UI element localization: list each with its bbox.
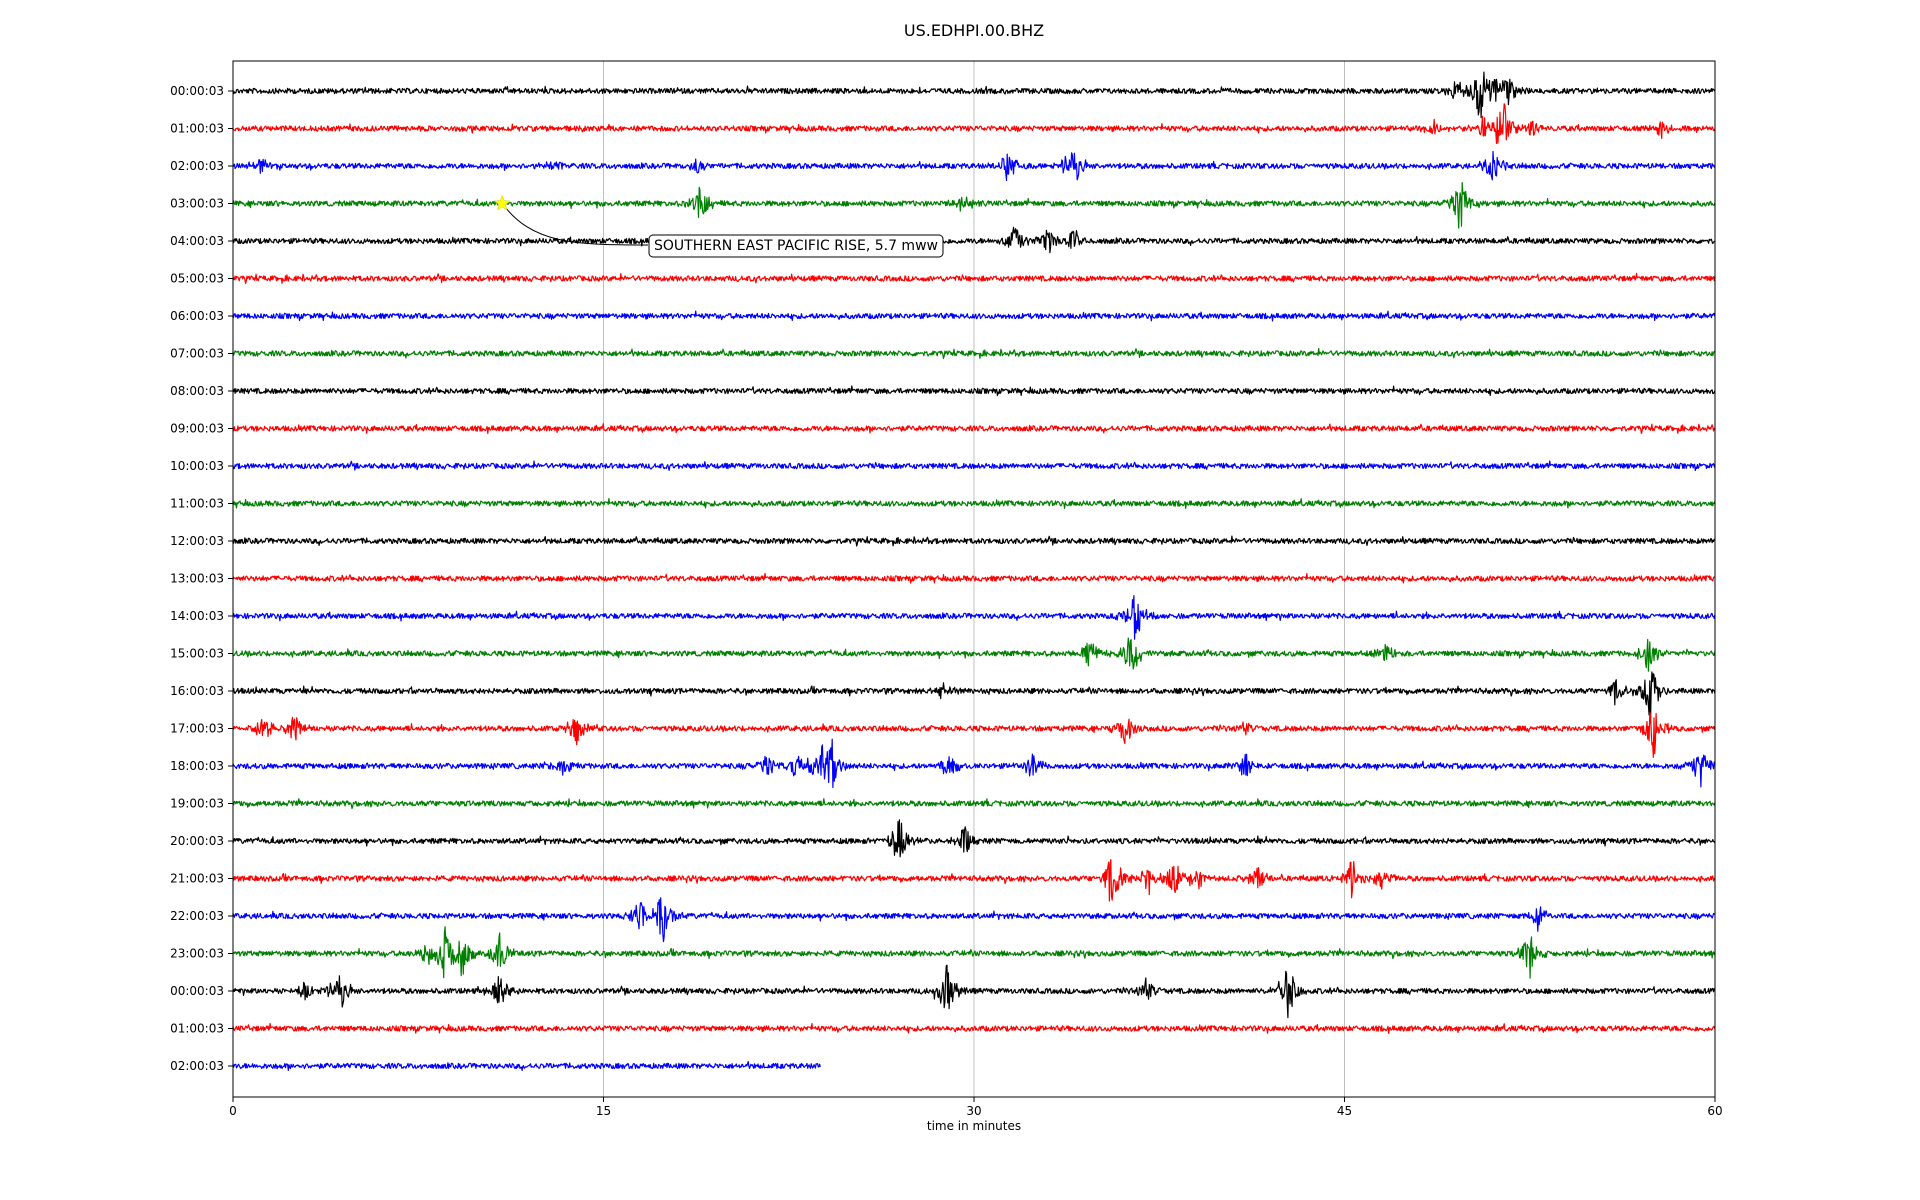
seismic-trace <box>232 859 1716 902</box>
x-axis-label: time in minutes <box>927 1119 1021 1133</box>
row-time-label: 02:00:03 <box>170 159 224 173</box>
annotation-layer: SOUTHERN EAST PACIFIC RISE, 5.7 mww <box>493 194 944 258</box>
x-tick-layer: 0 15 30 45 60 <box>229 1097 1723 1118</box>
x-tick-label: 15 <box>596 1104 611 1118</box>
x-tick-label: 60 <box>1707 1104 1722 1118</box>
seismic-trace <box>232 637 1716 672</box>
seismic-trace <box>232 572 1716 584</box>
row-time-label: 02:00:03 <box>170 1059 224 1073</box>
seismic-trace <box>232 272 1716 285</box>
seismic-trace <box>232 226 1716 254</box>
event-star-marker <box>493 194 511 211</box>
row-time-label: 21:00:03 <box>170 872 224 886</box>
seismic-trace <box>232 819 1716 858</box>
x-tick-label: 30 <box>966 1104 981 1118</box>
y-tick-layer: 00:00:03 01:00:03 02:00:03 03:00:03 04:00:03… <box>170 84 233 1073</box>
row-time-label: 18:00:03 <box>170 759 224 773</box>
seismic-trace <box>232 738 1716 789</box>
event-annotation-label: SOUTHERN EAST PACIFIC RISE, 5.7 mww <box>654 238 938 254</box>
row-time-label: 22:00:03 <box>170 909 224 923</box>
chart-title: US.EDHPI.00.BHZ <box>904 21 1044 40</box>
seismic-trace <box>232 964 1716 1019</box>
seismic-trace <box>232 182 1716 229</box>
row-time-label: 11:00:03 <box>170 497 224 511</box>
seismic-trace <box>232 1022 1716 1034</box>
seismic-trace <box>232 385 1716 397</box>
row-time-label: 07:00:03 <box>170 347 224 361</box>
seismic-trace <box>232 498 1716 509</box>
row-time-label: 01:00:03 <box>170 122 224 136</box>
seismic-trace <box>232 423 1716 435</box>
row-time-label: 14:00:03 <box>170 609 224 623</box>
row-time-label: 04:00:03 <box>170 234 224 248</box>
annotation-leader <box>501 203 649 246</box>
seismic-trace <box>232 897 1716 943</box>
seismic-trace <box>232 595 1716 640</box>
row-time-label: 16:00:03 <box>170 684 224 698</box>
row-time-label: 01:00:03 <box>170 1022 224 1036</box>
trace-layer <box>232 71 1716 1071</box>
row-time-label: 20:00:03 <box>170 834 224 848</box>
seismic-trace <box>232 310 1716 322</box>
row-time-label: 08:00:03 <box>170 384 224 398</box>
seismic-trace <box>232 103 1716 145</box>
row-time-label: 19:00:03 <box>170 797 224 811</box>
row-time-label: 23:00:03 <box>170 947 224 961</box>
row-time-label: 13:00:03 <box>170 572 224 586</box>
seismic-trace <box>232 671 1716 724</box>
annotation-box <box>648 234 944 258</box>
x-tick-label: 0 <box>229 1104 237 1118</box>
seismic-trace <box>232 535 1716 547</box>
row-time-label: 03:00:03 <box>170 197 224 211</box>
row-time-label: 10:00:03 <box>170 459 224 473</box>
seismic-trace <box>232 460 1716 472</box>
row-time-label: 09:00:03 <box>170 422 224 436</box>
row-time-label: 17:00:03 <box>170 722 224 736</box>
seismic-trace <box>232 150 1716 182</box>
row-time-label: 00:00:03 <box>170 984 224 998</box>
seismic-trace <box>232 798 1716 810</box>
row-time-label: 05:00:03 <box>170 272 224 286</box>
row-time-label: 12:00:03 <box>170 534 224 548</box>
row-time-label: 00:00:03 <box>170 84 224 98</box>
row-time-label: 15:00:03 <box>170 647 224 661</box>
seismic-trace <box>232 712 1716 758</box>
x-tick-label: 45 <box>1337 1104 1352 1118</box>
seismic-trace <box>232 348 1716 360</box>
seismic-trace <box>232 1061 821 1071</box>
seismic-trace <box>232 71 1716 119</box>
seismic-trace <box>232 926 1716 979</box>
row-time-label: 06:00:03 <box>170 309 224 323</box>
